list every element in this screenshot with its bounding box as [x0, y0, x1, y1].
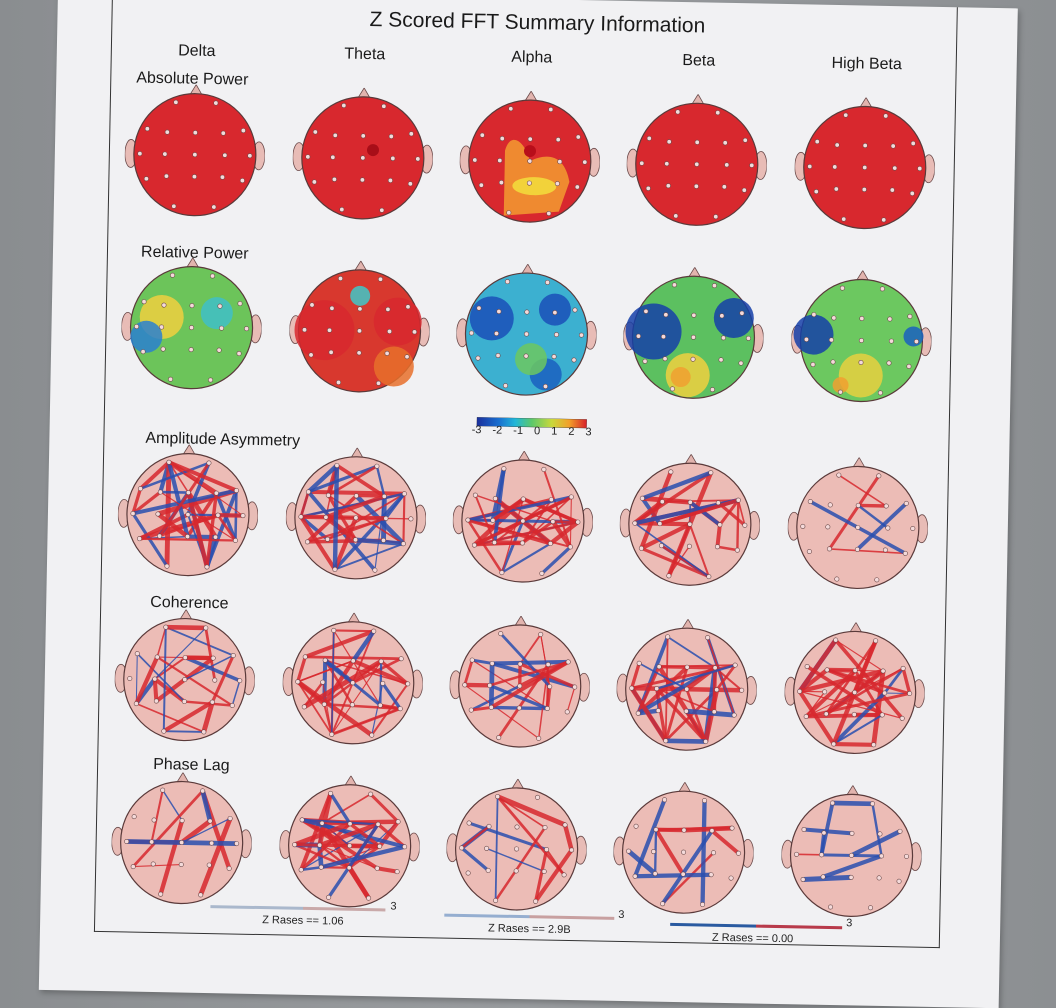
head-map-absolute-power-high-beta — [793, 96, 936, 239]
head-map-coherence-delta — [113, 608, 256, 751]
head-map-relative-power-high-beta — [790, 269, 933, 412]
head-map-coherence-theta — [281, 611, 424, 754]
head-map-absolute-power-delta — [124, 83, 267, 226]
z-legend-label-3: Z Rases == 0.00 — [711, 931, 794, 946]
tick: -3 — [471, 424, 482, 437]
band-label-alpha: Alpha — [511, 48, 553, 67]
head-map-phase-lag-alpha — [445, 778, 588, 921]
band-label-theta: Theta — [344, 45, 386, 64]
head-map-coherence-alpha — [448, 615, 591, 758]
band-label-beta: Beta — [682, 51, 716, 70]
z-legend-label-1: Z Rases == 1.06 — [262, 914, 344, 928]
z-legend-max-1: 3 — [390, 900, 397, 913]
head-map-phase-lag-theta — [278, 774, 421, 917]
band-label-delta: Delta — [178, 42, 216, 61]
tick: -2 — [492, 424, 503, 437]
head-map-amplitude-asymmetry-alpha — [452, 450, 595, 593]
report-sheet: Z Scored FFT Summary Information Delta T… — [38, 0, 1018, 1008]
head-map-absolute-power-alpha — [458, 90, 601, 233]
head-map-grid — [58, 0, 1018, 917]
head-map-relative-power-delta — [120, 256, 263, 399]
colorbar-ticks: -3 -2 -1 0 1 2 3 — [472, 424, 592, 438]
tick: 0 — [533, 425, 541, 438]
tick: 3 — [585, 426, 592, 439]
tick: 1 — [551, 425, 558, 438]
tick: 2 — [568, 425, 575, 438]
head-map-amplitude-asymmetry-high-beta — [786, 456, 929, 599]
head-map-amplitude-asymmetry-delta — [117, 443, 260, 586]
head-map-phase-lag-beta — [612, 781, 755, 924]
tick: -1 — [513, 424, 524, 438]
colorbar-gradient — [476, 416, 588, 429]
head-map-phase-lag-delta — [110, 771, 253, 914]
head-map-absolute-power-beta — [625, 93, 768, 236]
head-map-absolute-power-theta — [292, 87, 435, 230]
z-legend-max-2: 3 — [618, 908, 625, 922]
head-map-coherence-high-beta — [783, 621, 926, 764]
head-map-amplitude-asymmetry-theta — [285, 446, 428, 589]
z-legend-max-3: 3 — [846, 917, 853, 930]
band-label-high-beta: High Beta — [831, 54, 903, 74]
head-map-relative-power-alpha — [455, 263, 598, 406]
head-map-relative-power-beta — [622, 266, 765, 409]
z-legend-label-2: Z Rases == 2.9B — [487, 922, 571, 937]
head-map-relative-power-theta — [288, 260, 431, 403]
head-map-phase-lag-high-beta — [780, 784, 923, 927]
head-map-amplitude-asymmetry-beta — [619, 453, 762, 596]
colorbar — [476, 413, 588, 429]
head-map-coherence-beta — [615, 618, 758, 761]
